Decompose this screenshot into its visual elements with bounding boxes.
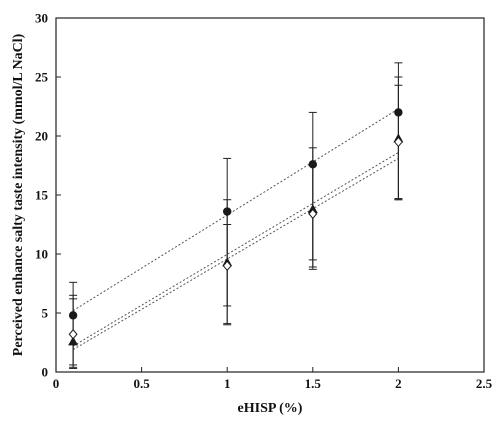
y-axis-title: Perceived enhance salty taste intensity … [11, 33, 26, 356]
data-point [393, 136, 403, 148]
data-point [68, 311, 78, 320]
data-point [308, 160, 317, 169]
plot-area [55, 17, 485, 373]
y-tick-label: 10 [35, 247, 48, 262]
x-axis-title: eHISP (%) [238, 401, 303, 416]
y-tick-label: 30 [35, 11, 48, 26]
y-tick-label: 5 [42, 306, 49, 321]
data-markers [68, 108, 404, 346]
x-tick-label: 1.5 [305, 376, 322, 391]
x-tick-label: 0 [53, 376, 60, 391]
x-tick-label: 1 [224, 376, 231, 391]
y-tick-label: 0 [42, 365, 49, 380]
trendline-series-3 [72, 157, 399, 351]
trendline-series-1 [72, 108, 399, 312]
y-tick-label: 25 [35, 70, 49, 85]
y-tick-label: 15 [35, 188, 49, 203]
trendline-series-2 [72, 152, 399, 347]
x-tick-label: 2.5 [476, 376, 493, 391]
axes: 0 0.5 1 1.5 2 2.5 0 5 10 15 20 25 30 [35, 11, 493, 392]
error-bars [69, 62, 403, 369]
data-point [223, 207, 232, 216]
data-point [68, 336, 79, 346]
x-tick-label: 0.5 [133, 376, 150, 391]
data-point [222, 260, 232, 272]
data-point [308, 208, 318, 220]
y-tick-label: 20 [35, 129, 48, 144]
x-tick-label: 2 [395, 376, 402, 391]
data-point [68, 328, 78, 340]
data-point [394, 108, 403, 117]
trendlines [72, 108, 399, 351]
